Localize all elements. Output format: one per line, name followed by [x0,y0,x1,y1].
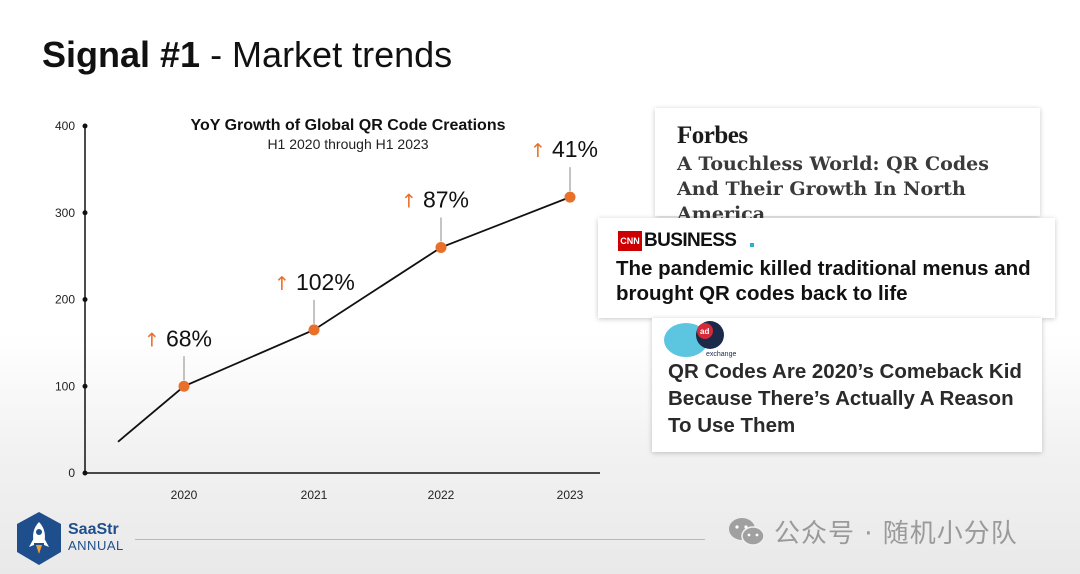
up-arrow-icon: ↑ [274,273,296,295]
x-tick-label: 2020 [171,488,198,502]
y-tick-mark [82,123,88,129]
up-arrow-icon: ↑ [144,329,166,351]
y-tick-label: 100 [55,379,75,393]
up-arrow-icon: ↑ [401,190,423,212]
saastr-brand-name: SaaStr [68,521,119,538]
data-point [178,380,190,392]
wechat-icon [729,518,765,546]
growth-value: 102% [296,269,355,295]
y-tick-label: 400 [55,119,75,133]
y-tick-label: 200 [55,293,75,307]
growth-chart: 0 100 200 300 400 2020 2021 2022 2023 YoY Growth … [55,117,600,502]
growth-label: ↑ 102% [274,269,355,295]
growth-value: 68% [166,325,212,351]
saastr-brand-sub: ANNUAL [68,538,124,553]
chart-title: YoY Growth of Global QR Code Creations [191,117,506,134]
adexchanger-logo: ad exchanger [664,321,736,358]
growth-value: 87% [423,186,469,212]
growth-label: ↑ 87% [401,186,469,212]
y-tick-label: 300 [55,206,75,220]
chart-subtitle: H1 2020 through H1 2023 [267,136,428,152]
cnn-business-logo: BUSINESS [644,230,737,251]
y-tick-mark [82,297,88,302]
x-tick-label: 2021 [301,488,328,502]
forbes-headline-card: Forbes A Touchless World: QR Codes And T… [655,108,1040,225]
adexchanger-logo-word: exchanger [706,351,736,358]
data-point [435,241,447,253]
growth-value: 41% [552,136,598,162]
y-tick-mark [82,470,88,476]
growth-label: ↑ 68% [144,325,212,351]
saastr-rocket-logo [17,512,61,565]
cnn-logo-dot [750,243,754,247]
cnn-logo-box: CNN [618,231,642,251]
adexchanger-logo-ad: ad [700,327,709,336]
y-tick-mark [82,383,88,389]
slide-title-rest: - Market trends [200,34,453,75]
up-arrow-icon: ↑ [530,140,552,162]
growth-label: ↑ 41% [530,136,598,162]
x-tick-label: 2023 [557,488,584,502]
wechat-watermark: 公众号 · 随机小分队 [774,519,1018,549]
adexchanger-headline: QR Codes Are 2020’s Comeback Kid Because… [668,360,1022,437]
data-point [308,324,320,336]
y-tick-mark [82,210,88,216]
footer-divider [135,539,705,540]
cnn-headline: The pandemic killed traditional menus an… [616,257,1031,305]
adexchanger-headline-card: ad exchanger QR Codes Are 2020’s Comebac… [652,318,1042,452]
cnn-headline-card: CNN BUSINESS The pandemic killed traditi… [598,218,1055,318]
slide-title-bold: Signal #1 [42,34,201,75]
data-point [564,191,576,203]
series-line [117,196,571,443]
forbes-logo: Forbes [677,122,748,149]
saastr-brand-text: SaaStr ANNUAL [68,522,124,554]
x-tick-label: 2022 [428,488,455,502]
slide-title: Signal #1 - Market trends [42,34,452,76]
y-tick-label: 0 [68,466,75,480]
forbes-headline: A Touchless World: QR Codes And Their Gr… [677,153,989,225]
